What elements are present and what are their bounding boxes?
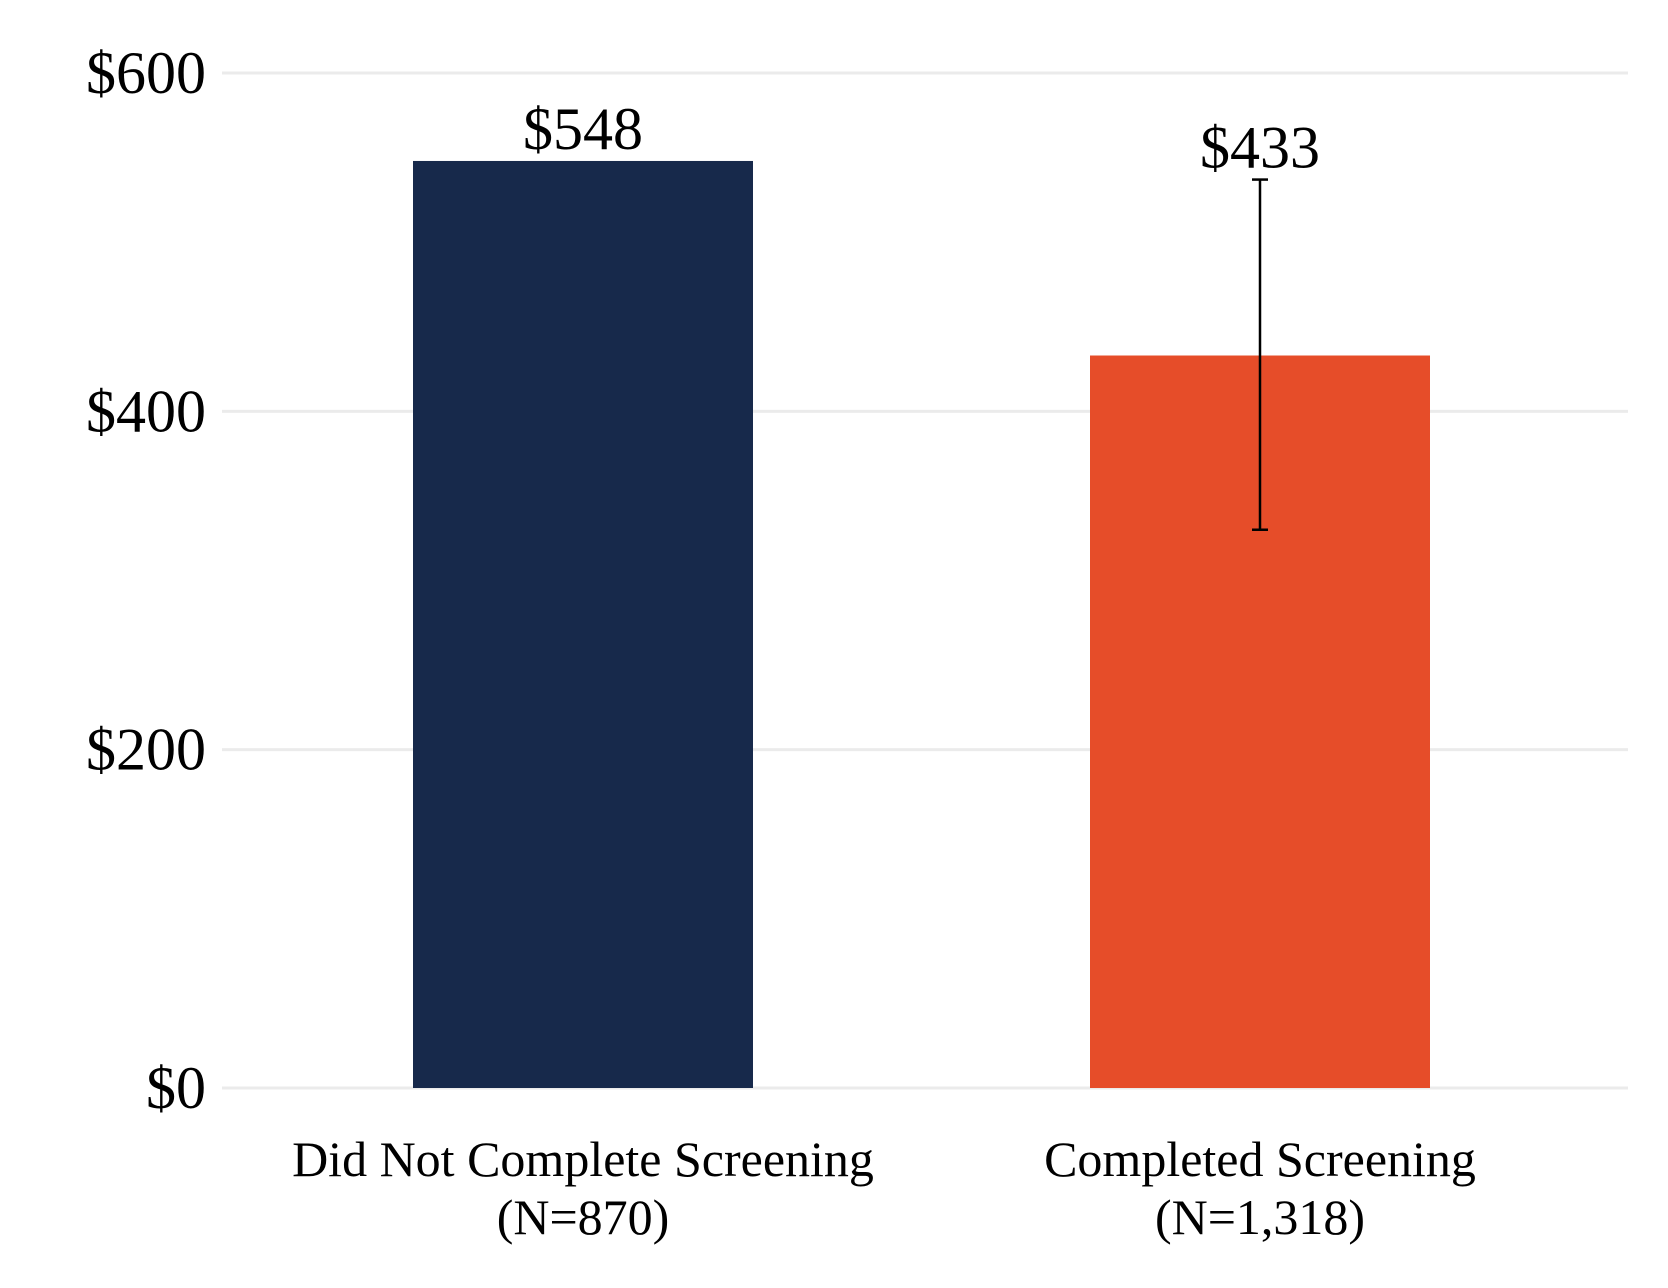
bars <box>413 160 1430 1089</box>
data-labels: $548 $433 <box>523 96 1320 181</box>
error-bars <box>1252 178 1268 531</box>
data-label: $548 <box>523 96 643 162</box>
y-tick-label: $200 <box>86 717 206 783</box>
x-tick-label: (N=870) <box>497 1189 670 1245</box>
x-tick-label: Did Not Complete Screening <box>292 1131 874 1187</box>
x-tick-label: (N=1,318) <box>1155 1189 1365 1245</box>
x-axis: Did Not Complete Screening(N=870) Complet… <box>292 1131 1476 1245</box>
data-label: $433 <box>1200 115 1320 181</box>
y-axis: $0 $200 $400 $600 <box>86 40 206 1121</box>
y-tick-label: $0 <box>146 1055 206 1121</box>
bar-1 <box>413 160 753 1088</box>
y-tick-label: $400 <box>86 378 206 444</box>
x-tick-label: Completed Screening <box>1044 1131 1476 1187</box>
y-tick-label: $600 <box>86 40 206 106</box>
